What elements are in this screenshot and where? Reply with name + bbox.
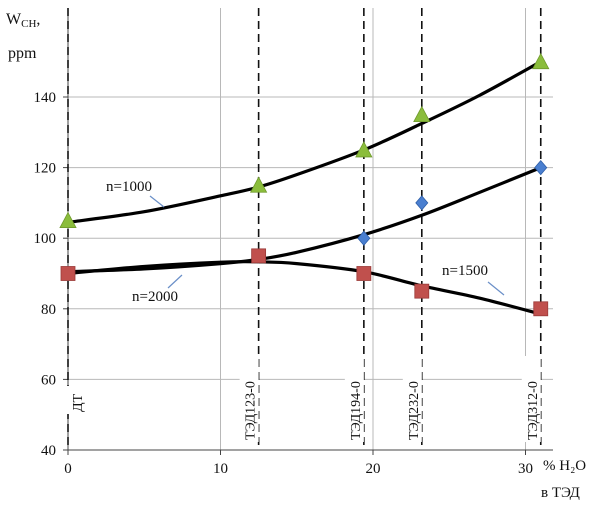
diamond-marker (357, 230, 371, 246)
x-tick-label: 10 (213, 461, 228, 477)
square-marker (533, 301, 549, 317)
y-tick-label: 40 (41, 443, 56, 459)
y-tick-label: 100 (34, 231, 57, 247)
gridlines (68, 8, 553, 450)
square-marker (356, 266, 372, 281)
fit-curves (67, 60, 542, 316)
series-annotation: n=1000 (106, 179, 152, 195)
y-axis-label: WCH, (6, 11, 40, 30)
axes: 40 60 80 100 120 140 0 10 20 30 (34, 8, 553, 477)
x-axis-label-2: в ТЭД (541, 485, 580, 501)
fit-curve (67, 260, 542, 316)
marker-label-bg (344, 356, 364, 442)
marker-label: ДТ (71, 393, 86, 412)
y-tick-label: 120 (34, 161, 57, 177)
square-marker (414, 283, 430, 299)
diamond-marker (534, 159, 548, 176)
x-tick-label: 30 (518, 461, 533, 477)
fit-curve (67, 166, 542, 274)
x-axis-label: % H₂O (543, 458, 586, 474)
triangle-marker (249, 176, 268, 193)
triangle-marker (413, 105, 431, 123)
marker-label: ТЭД312-0 (526, 381, 541, 440)
fit-curve (67, 60, 542, 224)
marker-label-bg (402, 356, 422, 442)
y-tick-label: 80 (41, 302, 56, 318)
marker-label-bg (239, 356, 259, 442)
x-tick-label: 0 (64, 461, 72, 477)
data-points (59, 52, 550, 317)
diamond-marker (415, 195, 429, 211)
marker-label-bg (521, 356, 541, 442)
annotation-leader (149, 195, 165, 208)
y-tick-label: 60 (41, 372, 56, 388)
annotation-leader (167, 274, 183, 289)
y-axis-unit: ppm (8, 45, 37, 62)
marker-label: ТЭД123-0 (244, 381, 259, 440)
marker-label: ТЭД194-0 (349, 381, 364, 440)
triangle-marker (59, 211, 77, 228)
marker-label-bg (67, 386, 86, 414)
triangle-marker (532, 52, 550, 70)
x-tick-label: 20 (366, 461, 381, 477)
square-marker (251, 248, 267, 264)
marker-label: ТЭД232-0 (407, 381, 422, 440)
annotation-leader (487, 281, 505, 296)
square-marker (60, 266, 76, 281)
triangle-marker (355, 141, 373, 158)
series-annotation: n=2000 (132, 289, 178, 305)
annotations: n=1000 n=1500 n=2000 (106, 179, 505, 305)
vertical-markers: ДТ ТЭД123-0 ТЭД194-0 ТЭД232-0 ТЭД312-0 (67, 8, 542, 450)
series-annotation: n=1500 (442, 263, 488, 279)
y-tick-label: 140 (34, 90, 57, 106)
